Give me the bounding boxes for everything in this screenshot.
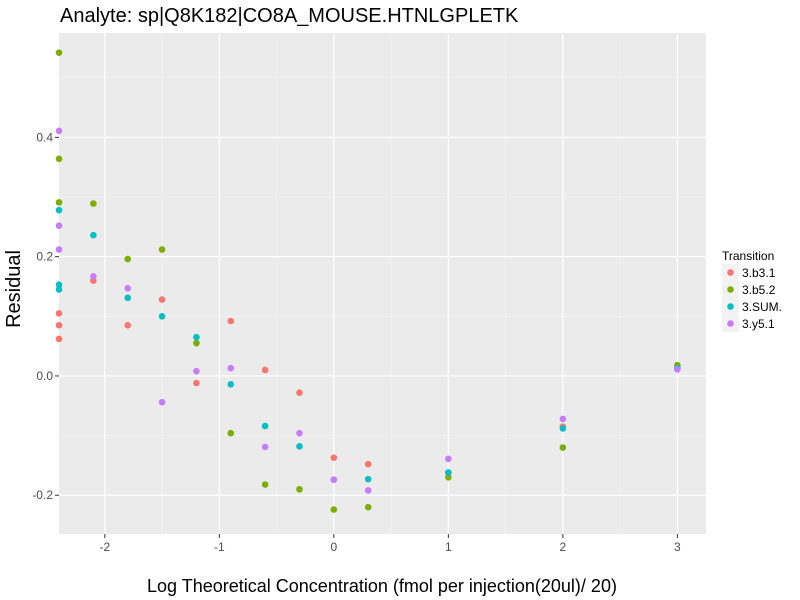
point-3-y5-1 — [227, 364, 235, 372]
point-3-sum — [90, 231, 97, 239]
point-3-b3-1 — [227, 317, 235, 325]
point-3-y5-1 — [55, 246, 63, 253]
data-points — [55, 49, 681, 513]
legend: Transition 3.b3.1 3.b5.2 3.SUM. 3.y5.1 — [722, 249, 782, 332]
point-3-b5-2 — [261, 481, 269, 488]
legend-label-3-b3-1: 3.b3.1 — [742, 266, 776, 280]
point-3-y5-1 — [559, 415, 567, 423]
x-tick-label: -2 — [99, 540, 110, 554]
point-3-b3-1 — [124, 321, 132, 329]
point-3-b5-2 — [364, 503, 372, 511]
legend-label-3-y5-1: 3.y5.1 — [742, 317, 775, 331]
point-3-sum — [158, 313, 166, 320]
point-3-y5-1 — [158, 398, 166, 406]
point-3-b3-1 — [55, 321, 63, 329]
point-3-y5-1 — [445, 455, 452, 463]
legend-title: Transition — [722, 249, 774, 263]
point-3-y5-1 — [90, 273, 97, 280]
point-3-b5-2 — [296, 485, 303, 493]
point-3-y5-1 — [296, 429, 303, 437]
legend-label-3-b5-2: 3.b5.2 — [742, 283, 776, 297]
plot-panel — [59, 33, 706, 534]
point-3-sum — [227, 380, 235, 388]
point-3-b5-2 — [559, 444, 567, 451]
legend-marker-3-y5-1 — [727, 320, 734, 327]
x-axis-ticks: -2 -1 0 1 2 3 — [99, 534, 681, 554]
point-3-b5-2 — [55, 155, 63, 163]
legend-label-3-sum: 3.SUM. — [742, 300, 782, 314]
point-3-sum — [445, 469, 452, 476]
point-3-b3-1 — [55, 335, 63, 343]
point-3-b3-1 — [330, 454, 338, 461]
y-axis-ticks: -0.2 0.0 0.2 0.4 — [32, 130, 59, 502]
legend-marker-3-b3-1 — [727, 269, 734, 276]
point-3-b5-2 — [124, 255, 132, 263]
point-3-y5-1 — [124, 284, 132, 292]
point-3-b5-2 — [330, 506, 338, 513]
point-3-b5-2 — [158, 246, 166, 253]
point-3-b5-2 — [445, 474, 452, 481]
y-tick-label: 0.0 — [36, 369, 53, 383]
x-tick-label: 3 — [674, 540, 681, 554]
point-3-b3-1 — [193, 379, 200, 387]
point-3-sum — [55, 286, 63, 293]
point-3-b5-2 — [55, 199, 63, 206]
point-3-y5-1 — [364, 487, 372, 494]
point-3-sum — [261, 422, 269, 430]
point-3-sum — [364, 475, 372, 483]
point-3-y5-1 — [55, 222, 63, 229]
grid-minor — [59, 33, 706, 534]
point-3-b5-2 — [90, 200, 97, 207]
x-tick-label: 1 — [445, 540, 452, 554]
point-3-y5-1 — [674, 366, 681, 373]
point-3-b3-1 — [55, 310, 63, 317]
point-3-y5-1 — [261, 443, 269, 451]
point-3-b5-2 — [227, 429, 235, 437]
point-3-sum — [559, 425, 567, 432]
point-3-b5-2 — [193, 339, 200, 347]
y-axis-title: Residual — [3, 250, 25, 328]
point-3-sum — [193, 333, 200, 341]
point-3-y5-1 — [193, 367, 200, 375]
y-tick-label: 0.2 — [36, 250, 53, 264]
x-tick-label: 2 — [560, 540, 567, 554]
y-tick-label: 0.4 — [36, 130, 53, 144]
y-tick-label: -0.2 — [32, 488, 53, 502]
point-3-b5-2 — [55, 49, 63, 56]
legend-items: 3.b3.1 3.b5.2 3.SUM. 3.y5.1 — [722, 264, 782, 332]
point-3-b3-1 — [296, 389, 303, 396]
chart-title: Analyte: sp|Q8K182|CO8A_MOUSE.HTNLGPLETK — [60, 5, 519, 27]
point-3-y5-1 — [55, 127, 63, 135]
point-3-sum — [296, 443, 303, 450]
x-tick-label: 0 — [330, 540, 337, 554]
x-tick-label: -1 — [214, 540, 225, 554]
point-3-b3-1 — [158, 296, 166, 303]
point-3-b3-1 — [261, 366, 269, 374]
point-3-sum — [124, 294, 132, 302]
point-3-y5-1 — [330, 476, 338, 484]
point-3-b3-1 — [364, 460, 372, 468]
x-axis-title: Log Theoretical Concentration (fmol per … — [147, 576, 617, 596]
point-3-sum — [55, 281, 63, 288]
legend-marker-3-b5-2 — [727, 286, 734, 293]
legend-marker-3-sum — [727, 303, 734, 310]
grid-major — [59, 33, 706, 534]
point-3-sum — [55, 206, 63, 214]
